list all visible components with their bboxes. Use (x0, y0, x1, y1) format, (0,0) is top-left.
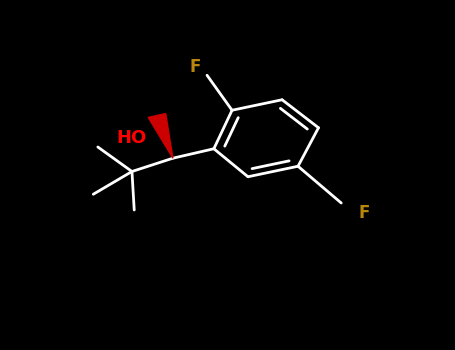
Text: HO: HO (117, 129, 147, 147)
Text: F: F (190, 58, 201, 76)
Text: F: F (359, 204, 369, 223)
Polygon shape (148, 113, 173, 158)
